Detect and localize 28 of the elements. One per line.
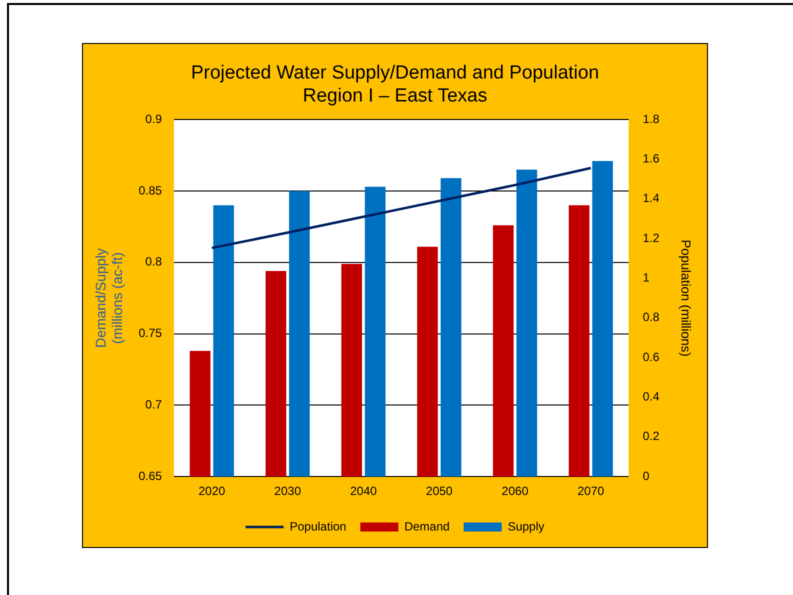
legend-label: Population [290, 519, 346, 534]
x-tick-label: 2020 [198, 484, 226, 498]
y2-tick-label: 0.2 [642, 429, 660, 444]
y-tick-label: 0.65 [138, 468, 162, 483]
y2-axis-title: Population (millions) [678, 240, 694, 357]
y-axis-title: Demand/Supply (millions (ac-ft) [92, 248, 126, 348]
legend-label: Demand [404, 519, 450, 534]
y2-tick-label: 1.2 [642, 230, 660, 245]
y2-tick-label: 1 [642, 270, 650, 285]
x-tick-label: 2060 [502, 484, 529, 498]
y2-tick-label: 0 [642, 468, 650, 483]
x-tick-label: 2040 [350, 484, 378, 498]
y2-tick-label: 0.4 [642, 390, 660, 404]
y-tick-label: 0.85 [138, 183, 162, 198]
y2-tick-label: 1.4 [642, 191, 660, 206]
y-tick-label: 0.9 [145, 112, 162, 126]
x-tick-label: 2050 [426, 484, 453, 498]
y2-tick-label: 0.8 [642, 310, 660, 324]
y2-tick-label: 1.8 [642, 112, 660, 126]
y2-tick-label: 1.6 [642, 152, 660, 166]
y-tick-label: 0.7 [145, 398, 162, 412]
legend-label: Supply [508, 519, 544, 534]
chart-title: Projected Water Supply/Demand and Population Region I – East Texas [190, 62, 600, 106]
x-tick-label: 2070 [577, 484, 604, 498]
y2-tick-label: 0.6 [642, 350, 660, 364]
y-tick-label: 0.8 [145, 254, 162, 269]
x-tick-label: 2030 [274, 484, 302, 498]
y-tick-label: 0.75 [138, 326, 162, 340]
